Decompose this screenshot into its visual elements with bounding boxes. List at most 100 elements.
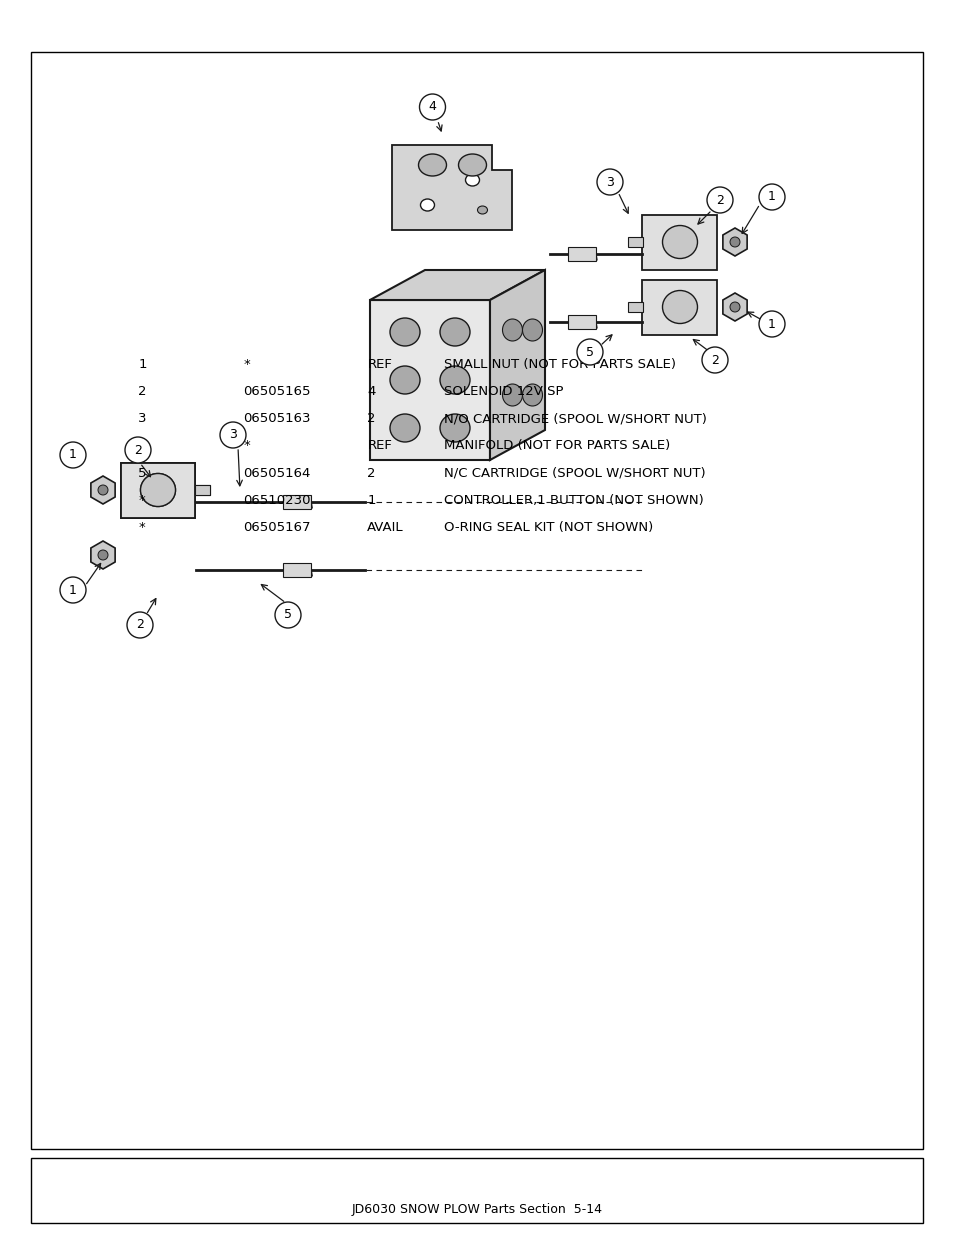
- Ellipse shape: [502, 384, 522, 406]
- Polygon shape: [30, 1158, 923, 1223]
- Text: SOLENOID 12V SP: SOLENOID 12V SP: [443, 385, 562, 398]
- Ellipse shape: [439, 317, 470, 346]
- Text: 4: 4: [138, 440, 147, 452]
- Polygon shape: [194, 485, 210, 495]
- Ellipse shape: [729, 303, 740, 312]
- Text: 2: 2: [367, 412, 375, 425]
- Text: 3: 3: [229, 429, 236, 441]
- Text: N/O CARTRIDGE (SPOOL W/SHORT NUT): N/O CARTRIDGE (SPOOL W/SHORT NUT): [443, 412, 706, 425]
- Polygon shape: [641, 279, 717, 335]
- Ellipse shape: [140, 473, 175, 506]
- Text: AVAIL: AVAIL: [367, 521, 403, 534]
- Text: 06505163: 06505163: [243, 412, 311, 425]
- Circle shape: [597, 169, 622, 195]
- Polygon shape: [568, 315, 596, 329]
- Text: 1: 1: [767, 317, 775, 331]
- Polygon shape: [722, 293, 746, 321]
- Polygon shape: [120, 462, 195, 517]
- Polygon shape: [392, 144, 512, 230]
- Text: *: *: [243, 358, 250, 370]
- Text: 4: 4: [367, 385, 375, 398]
- Ellipse shape: [390, 414, 419, 442]
- Text: N/C CARTRIDGE (SPOOL W/SHORT NUT): N/C CARTRIDGE (SPOOL W/SHORT NUT): [443, 467, 704, 479]
- Circle shape: [220, 422, 246, 448]
- Text: 1: 1: [69, 583, 77, 597]
- Polygon shape: [490, 270, 544, 459]
- Polygon shape: [370, 300, 490, 459]
- Text: 3: 3: [605, 175, 614, 189]
- Text: JD6030 SNOW PLOW Parts Section  5-14: JD6030 SNOW PLOW Parts Section 5-14: [351, 1203, 602, 1216]
- Text: 5: 5: [284, 609, 292, 621]
- Text: 5: 5: [138, 467, 147, 479]
- Ellipse shape: [390, 317, 419, 346]
- Text: 06510230: 06510230: [243, 494, 311, 506]
- Text: *: *: [138, 521, 145, 534]
- Ellipse shape: [390, 366, 419, 394]
- Ellipse shape: [418, 154, 446, 177]
- Ellipse shape: [522, 319, 542, 341]
- Text: O-RING SEAL KIT (NOT SHOWN): O-RING SEAL KIT (NOT SHOWN): [443, 521, 652, 534]
- Text: 06505167: 06505167: [243, 521, 311, 534]
- Polygon shape: [120, 462, 195, 517]
- Ellipse shape: [98, 485, 108, 495]
- Polygon shape: [627, 237, 642, 247]
- Text: *: *: [243, 440, 250, 452]
- Text: 4: 4: [428, 100, 436, 114]
- Ellipse shape: [458, 154, 486, 177]
- Polygon shape: [627, 303, 642, 312]
- Ellipse shape: [98, 550, 108, 559]
- Circle shape: [60, 442, 86, 468]
- Text: 2: 2: [367, 467, 375, 479]
- Circle shape: [701, 347, 727, 373]
- Circle shape: [125, 437, 151, 463]
- Ellipse shape: [439, 366, 470, 394]
- Circle shape: [274, 601, 301, 629]
- Text: 2: 2: [710, 353, 719, 367]
- Polygon shape: [641, 215, 717, 269]
- Text: 06505164: 06505164: [243, 467, 311, 479]
- Polygon shape: [283, 495, 311, 509]
- Polygon shape: [30, 52, 923, 1149]
- Text: 2: 2: [716, 194, 723, 206]
- Text: MANIFOLD (NOT FOR PARTS SALE): MANIFOLD (NOT FOR PARTS SALE): [443, 440, 669, 452]
- Circle shape: [127, 613, 152, 638]
- Text: 1: 1: [367, 494, 375, 506]
- Circle shape: [706, 186, 732, 212]
- Ellipse shape: [439, 414, 470, 442]
- Polygon shape: [91, 475, 115, 504]
- Ellipse shape: [420, 199, 434, 211]
- Text: 2: 2: [134, 443, 142, 457]
- Circle shape: [577, 338, 602, 366]
- Circle shape: [759, 311, 784, 337]
- Polygon shape: [194, 485, 210, 495]
- Text: CONTROLLER,1 BUTTON (NOT SHOWN): CONTROLLER,1 BUTTON (NOT SHOWN): [443, 494, 702, 506]
- Polygon shape: [568, 247, 596, 261]
- Ellipse shape: [477, 206, 487, 214]
- Ellipse shape: [661, 226, 697, 258]
- Polygon shape: [370, 270, 544, 300]
- Circle shape: [759, 184, 784, 210]
- Text: REF: REF: [367, 358, 392, 370]
- Ellipse shape: [522, 384, 542, 406]
- Circle shape: [60, 577, 86, 603]
- Text: REF: REF: [367, 440, 392, 452]
- Text: 1: 1: [138, 358, 147, 370]
- Text: 2: 2: [138, 385, 147, 398]
- Polygon shape: [722, 228, 746, 256]
- Ellipse shape: [465, 174, 479, 186]
- Text: 1: 1: [767, 190, 775, 204]
- Text: 3: 3: [138, 412, 147, 425]
- Polygon shape: [283, 563, 311, 577]
- Text: 06505165: 06505165: [243, 385, 311, 398]
- Text: 1: 1: [69, 448, 77, 462]
- Ellipse shape: [729, 237, 740, 247]
- Polygon shape: [91, 541, 115, 569]
- Text: 2: 2: [136, 619, 144, 631]
- Ellipse shape: [502, 319, 522, 341]
- Circle shape: [419, 94, 445, 120]
- Text: *: *: [138, 494, 145, 506]
- Ellipse shape: [661, 290, 697, 324]
- Text: 5: 5: [585, 346, 594, 358]
- Ellipse shape: [140, 473, 175, 506]
- Text: SMALL NUT (NOT FOR PARTS SALE): SMALL NUT (NOT FOR PARTS SALE): [443, 358, 675, 370]
